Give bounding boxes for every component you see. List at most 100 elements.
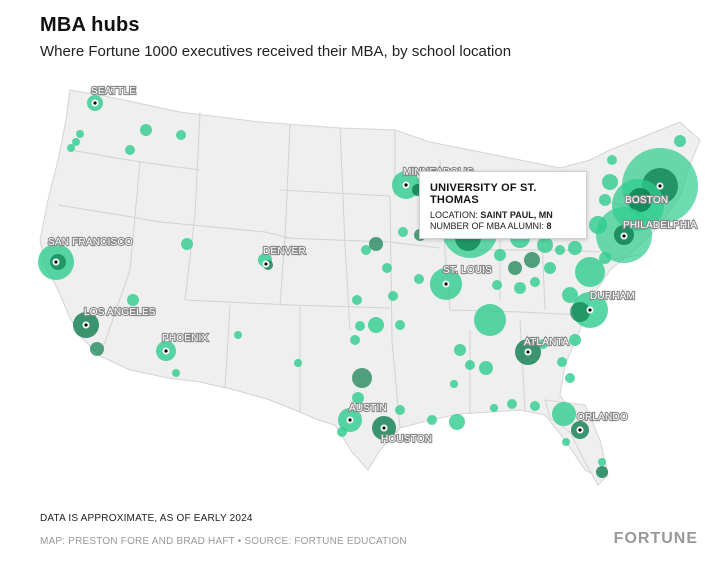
bubble-carolina[interactable] [565, 373, 575, 383]
tooltip-location-value: SAINT PAUL, MN [480, 210, 553, 220]
bubble-central[interactable] [388, 291, 398, 301]
marker-phoenix [162, 347, 170, 355]
marker-philadelphia [620, 232, 628, 240]
map-title: MBA hubs [40, 14, 140, 36]
bubble-west[interactable] [181, 238, 193, 250]
bubble-south[interactable] [465, 360, 475, 370]
bubble-south[interactable] [454, 344, 466, 356]
bubble-ne-small[interactable] [607, 155, 617, 165]
label-durham: DURHAM [590, 291, 635, 302]
bubble-midwest[interactable] [492, 280, 502, 290]
bubble-durham-inner [570, 302, 590, 322]
bubble-midwest[interactable] [524, 252, 540, 268]
marker-los-angeles [82, 321, 90, 329]
bubble-ne-small[interactable] [599, 252, 611, 264]
bubble-central[interactable] [361, 245, 371, 255]
bubble-florida[interactable] [598, 458, 606, 466]
bubble-midwest[interactable] [508, 261, 522, 275]
marker-san-francisco [52, 258, 60, 266]
bubble-virginia[interactable] [575, 257, 605, 287]
bubble-florida[interactable] [596, 466, 608, 478]
bubble-florida[interactable] [562, 438, 570, 446]
label-atlanta: ATLANTA [524, 337, 569, 348]
marker-durham [586, 306, 594, 314]
bubble-carolina[interactable] [557, 357, 567, 367]
bubble-south[interactable] [507, 399, 517, 409]
fortune-logo: FORTUNE [613, 530, 698, 547]
label-austin: AUSTIN [349, 403, 387, 414]
bubble-midwest[interactable] [568, 241, 582, 255]
bubble-central[interactable] [382, 263, 392, 273]
tooltip-alumni: NUMBER OF MBA ALUMNI: 8 [430, 221, 576, 231]
bubble-florida[interactable] [530, 401, 540, 411]
data-note: DATA IS APPROXIMATE, AS OF EARLY 2024 [40, 513, 253, 524]
bubble-new-york-inner [628, 188, 652, 212]
bubble-texas[interactable] [352, 368, 372, 388]
bubble-northwest[interactable] [76, 130, 84, 138]
bubble-midwest[interactable] [544, 262, 556, 274]
bubble-central[interactable] [355, 321, 365, 331]
us-map: SEATTLE MINNEAPOLIS BOSTON SAN FRANCISCO… [38, 85, 701, 486]
tooltip-location: LOCATION: SAINT PAUL, MN [430, 210, 576, 220]
bubble-midwest[interactable] [530, 277, 540, 287]
bubble-west[interactable] [234, 331, 242, 339]
bubble-south[interactable] [450, 380, 458, 388]
bubble-central[interactable] [369, 237, 383, 251]
bubble-midwest[interactable] [494, 249, 506, 261]
school-tooltip: UNIVERSITY OF ST. THOMAS LOCATION: SAINT… [419, 171, 587, 239]
bubble-ne-small[interactable] [602, 174, 618, 190]
bubble-midwest[interactable] [514, 282, 526, 294]
bubble-midwest[interactable] [555, 245, 565, 255]
tooltip-alumni-value: 8 [546, 221, 552, 231]
bubble-northwest[interactable] [125, 145, 135, 155]
bubble-south[interactable] [479, 361, 493, 375]
bubble-central[interactable] [414, 274, 424, 284]
bubble-west[interactable] [127, 294, 139, 306]
label-philadelphia: PHILADELPHIA [623, 220, 697, 231]
bubble-central[interactable] [368, 317, 384, 333]
bubble-south[interactable] [427, 415, 437, 425]
tooltip-location-label: LOCATION: [430, 210, 478, 220]
bubble-south[interactable] [449, 414, 465, 430]
credit-line: MAP: PRESTON FORE AND BRAD HAFT • SOURCE… [40, 536, 407, 547]
bubble-ne-small[interactable] [599, 194, 611, 206]
bubble-carolina[interactable] [569, 334, 581, 346]
marker-atlanta [524, 348, 532, 356]
bubble-northwest[interactable] [72, 138, 80, 146]
marker-orlando [576, 426, 584, 434]
label-san-francisco: SAN FRANCISCO [48, 237, 133, 248]
bubble-ne-small[interactable] [674, 135, 686, 147]
bubble-florida[interactable] [552, 402, 576, 426]
marker-boston [656, 182, 664, 190]
label-houston: HOUSTON [381, 434, 432, 445]
bubble-west[interactable] [172, 369, 180, 377]
map-subtitle: Where Fortune 1000 executives received t… [40, 43, 512, 60]
bubble-midwest[interactable] [537, 237, 553, 253]
label-los-angeles: LOS ANGELES [84, 307, 156, 318]
marker-austin [346, 416, 354, 424]
bubble-texas[interactable] [294, 359, 302, 367]
bubble-carolina[interactable] [562, 287, 578, 303]
bubble-midwest[interactable] [474, 304, 506, 336]
tooltip-title: UNIVERSITY OF ST. THOMAS [430, 182, 537, 206]
bubble-northwest[interactable] [140, 124, 152, 136]
bubble-central[interactable] [395, 320, 405, 330]
bubble-la-small[interactable] [90, 342, 104, 356]
bubble-south[interactable] [538, 339, 548, 349]
bubble-central[interactable] [350, 335, 360, 345]
marker-denver [262, 260, 270, 268]
bubble-texas[interactable] [337, 427, 347, 437]
marker-houston [380, 424, 388, 432]
bubble-texas[interactable] [352, 392, 364, 404]
marker-st-louis [442, 280, 450, 288]
bubble-central[interactable] [352, 295, 362, 305]
bubble-south[interactable] [490, 404, 498, 412]
city-markers [52, 99, 664, 434]
bubble-central[interactable] [398, 227, 408, 237]
bubble-northwest[interactable] [67, 144, 75, 152]
bubble-texas[interactable] [395, 405, 405, 415]
bubble-northwest[interactable] [176, 130, 186, 140]
label-st-louis: ST. LOUIS [443, 265, 492, 276]
bubble-ne-small[interactable] [589, 216, 607, 234]
label-denver: DENVER [263, 246, 306, 257]
